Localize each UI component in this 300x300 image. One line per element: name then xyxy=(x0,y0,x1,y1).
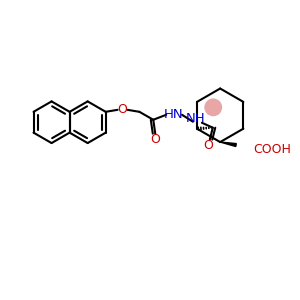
Text: O: O xyxy=(118,103,128,116)
Polygon shape xyxy=(220,142,236,146)
Text: NH: NH xyxy=(186,112,206,125)
Ellipse shape xyxy=(204,98,222,116)
Text: HN: HN xyxy=(163,108,183,121)
Text: O: O xyxy=(150,133,160,146)
Text: COOH: COOH xyxy=(253,142,291,155)
Text: O: O xyxy=(203,139,213,152)
